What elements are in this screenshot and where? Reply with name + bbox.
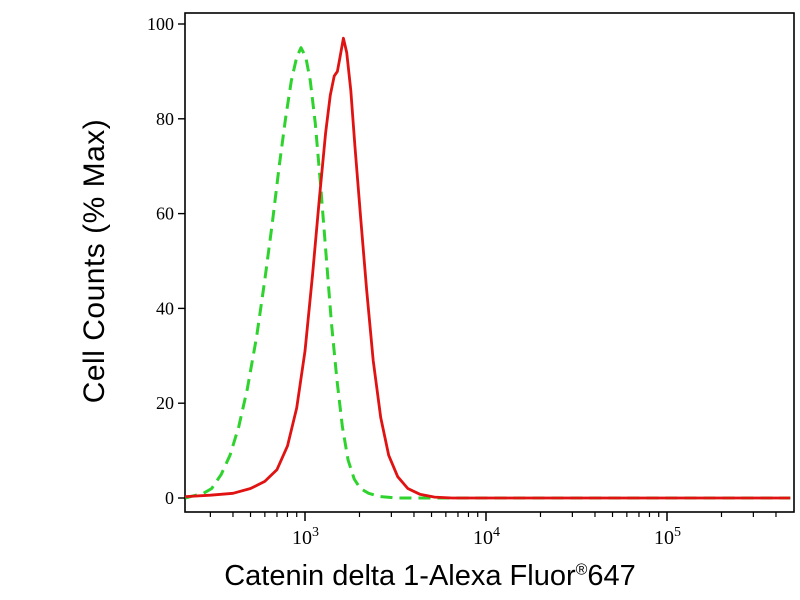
x-axis-title-number: 647 (587, 560, 636, 592)
x-tick-label: 105 (654, 525, 681, 549)
y-tick-label: 40 (156, 298, 174, 318)
y-axis-title: Cell Counts (% Max) (78, 118, 111, 404)
x-axis-title-text: Catenin delta 1-Alexa Fluor (224, 560, 576, 592)
y-tick-label: 60 (156, 204, 174, 224)
y-tick-label: 100 (147, 14, 174, 34)
y-tick-label: 20 (156, 393, 174, 413)
registered-trademark-symbol: ® (575, 561, 588, 579)
y-tick-label: 80 (156, 109, 174, 129)
series-curve-catenin-delta-1-stained (185, 36, 791, 500)
series-curve-negative-control (184, 46, 791, 500)
y-tick-label: 0 (165, 488, 174, 508)
x-tick-label: 104 (473, 525, 500, 549)
x-axis-title: Catenin delta 1-Alexa Fluor®647 (224, 560, 636, 593)
plot-border (184, 12, 795, 513)
x-tick-label: 103 (292, 525, 319, 549)
